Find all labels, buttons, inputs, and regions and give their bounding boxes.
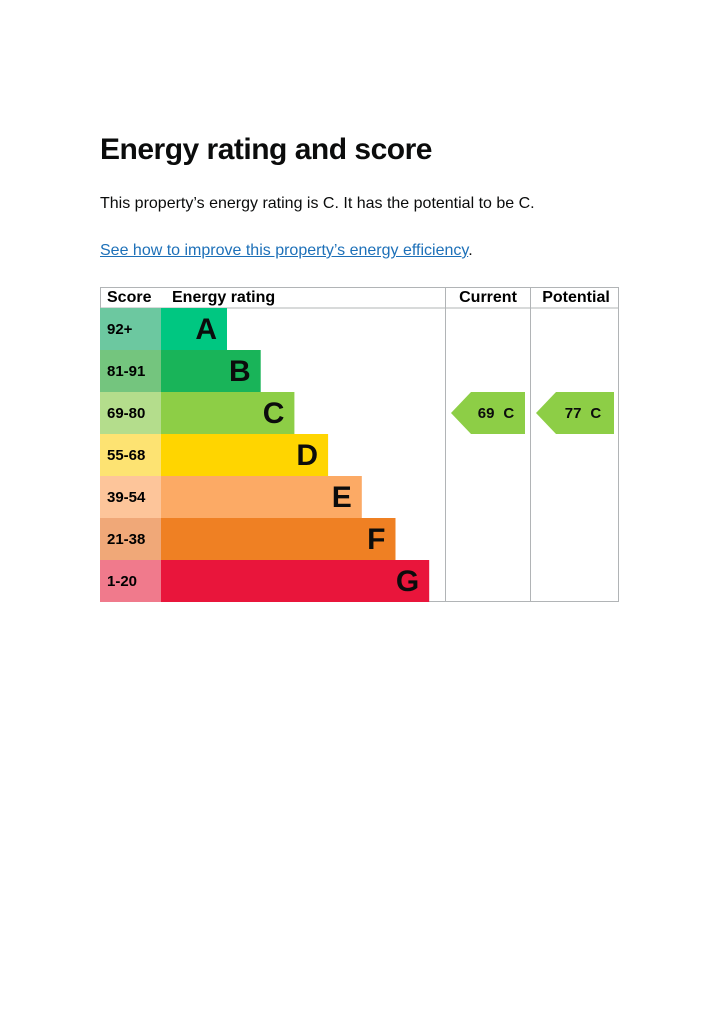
rating-bar xyxy=(161,434,329,476)
arrow-score: 69 xyxy=(478,405,495,422)
rating: C xyxy=(322,195,335,212)
rating-bar xyxy=(161,518,396,560)
arrow-band: C xyxy=(503,405,514,422)
score-cell xyxy=(100,560,161,602)
rating-letter: G xyxy=(396,565,419,598)
score-label: 92+ xyxy=(107,321,133,338)
column-header: Energy rating xyxy=(172,289,275,306)
rating-letter: A xyxy=(195,313,217,346)
link-line: See how to improve this property’s energ… xyxy=(100,242,473,260)
rating-bar xyxy=(161,476,362,518)
score-cell xyxy=(100,308,161,350)
score-label: 21-38 xyxy=(107,531,145,548)
score-cell xyxy=(100,392,161,434)
column-header: Score xyxy=(107,289,152,306)
text: . xyxy=(530,195,535,212)
text: . It has the potential to be xyxy=(334,195,519,212)
column-header: Current xyxy=(459,289,517,306)
score-label: 1-20 xyxy=(107,573,137,590)
arrow-label: 77 C xyxy=(565,405,602,422)
text: . xyxy=(468,242,473,259)
arrow-band: C xyxy=(590,405,601,422)
rating-bar xyxy=(161,560,430,602)
improve-link[interactable]: See how to improve this property’s energ… xyxy=(100,242,469,259)
score-cell xyxy=(100,518,161,560)
text: This property’s energy rating is xyxy=(100,195,323,212)
rating-letter: F xyxy=(367,523,385,556)
column-header: Potential xyxy=(542,289,610,306)
score-label: 39-54 xyxy=(107,489,146,506)
rating-letter: C xyxy=(263,397,285,430)
score-label: 69-80 xyxy=(107,405,145,422)
rating-arrow xyxy=(451,392,525,434)
score-label: 55-68 xyxy=(107,447,145,464)
arrow-label: 69 C xyxy=(478,405,515,422)
score-cell xyxy=(100,476,161,518)
score-cell xyxy=(100,434,161,476)
rating-bar xyxy=(161,392,295,434)
rating-arrow xyxy=(536,392,614,434)
page-title: Energy rating and score xyxy=(100,133,432,166)
rating: C xyxy=(518,195,531,212)
rating-bar xyxy=(161,308,227,350)
score-label: 81-91 xyxy=(107,363,145,380)
score-cell xyxy=(100,350,161,392)
rating-letter: E xyxy=(332,481,352,514)
arrow-score: 77 xyxy=(565,405,582,422)
rating-bar xyxy=(161,350,261,392)
rating-letter: B xyxy=(229,355,251,388)
rating-letter: D xyxy=(296,439,318,472)
intro: This property’s energy rating is C. It h… xyxy=(100,195,535,213)
